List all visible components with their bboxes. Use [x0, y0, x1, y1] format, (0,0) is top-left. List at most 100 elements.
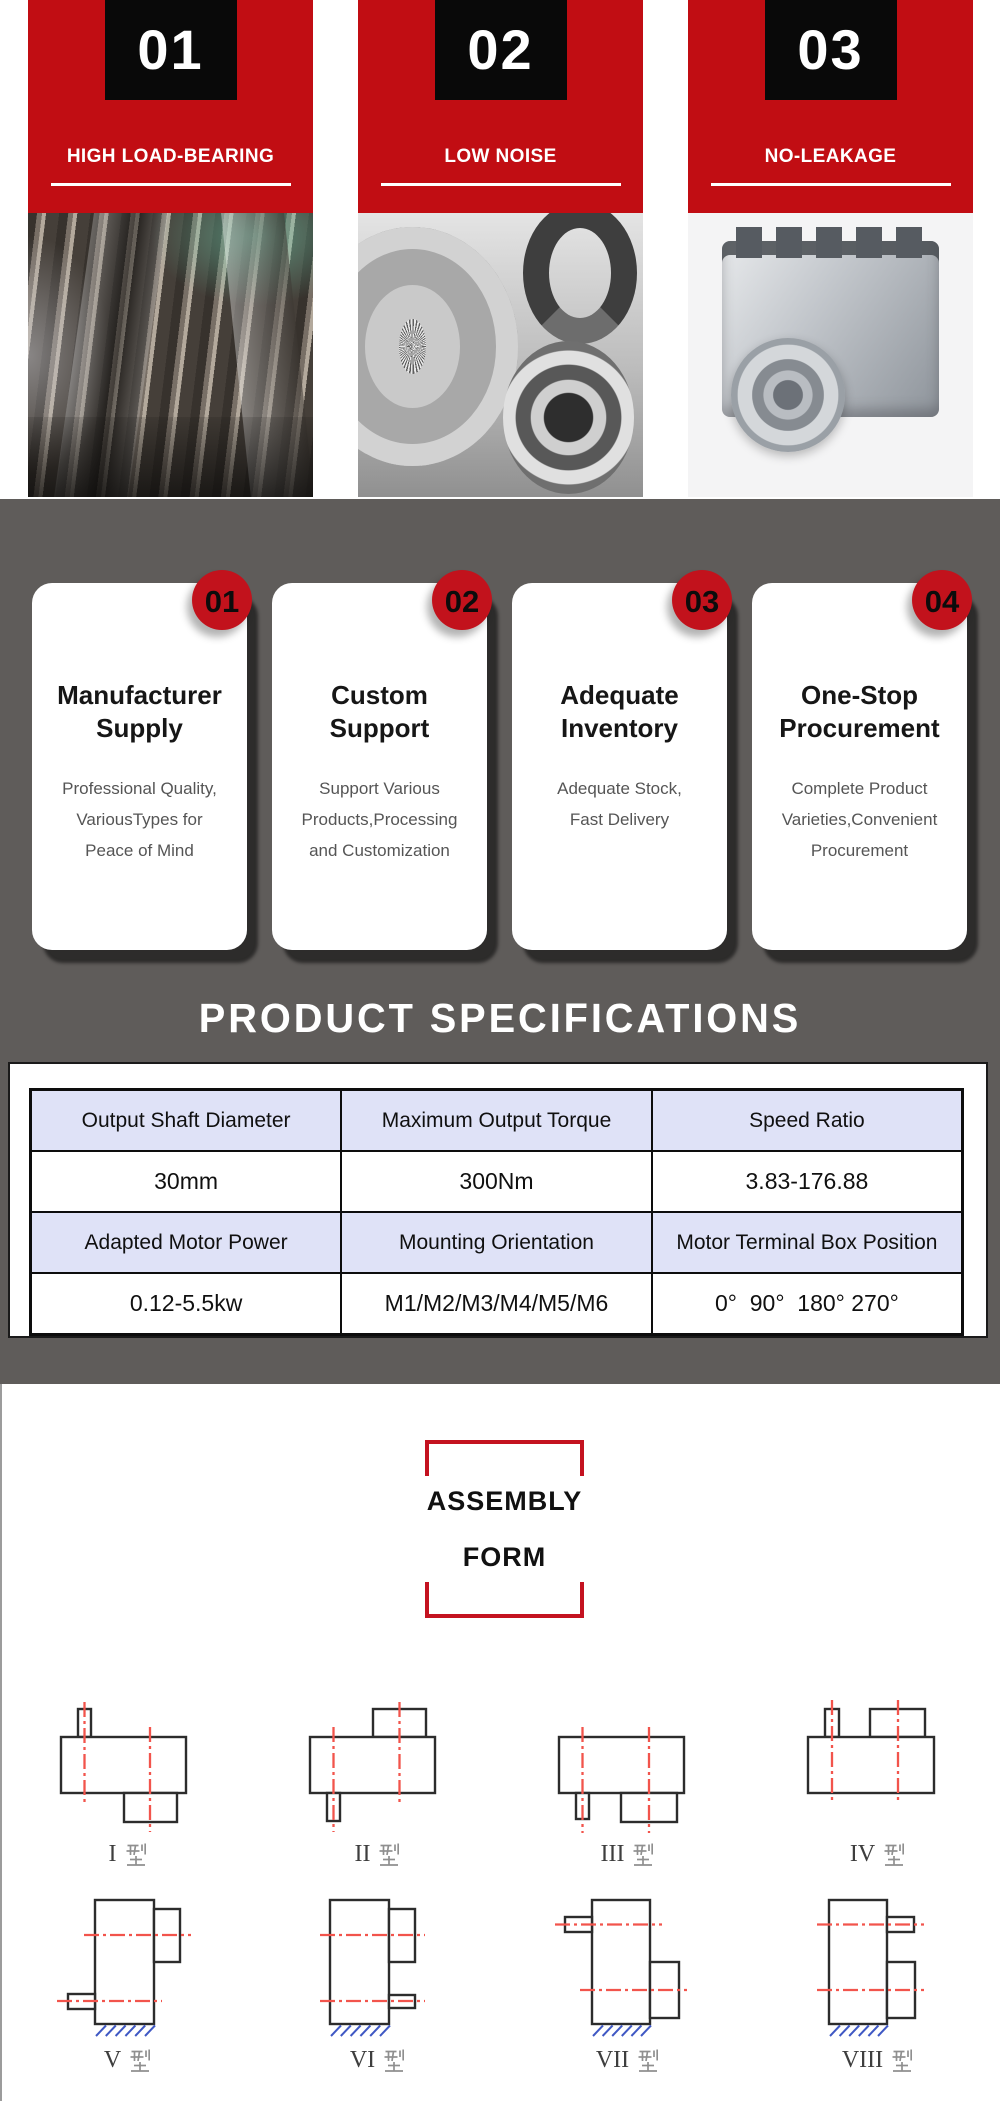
assembly-diagram-vi-drawing: [282, 1890, 472, 2040]
diagram-roman-numeral: VIII: [841, 2047, 884, 2073]
spec-header-cell: Speed Ratio: [650, 1088, 964, 1152]
diagram-roman-numeral: I: [108, 1841, 117, 1867]
kanji-xing-icon: [633, 1842, 654, 1867]
spec-header-cell: Mounting Orientation: [340, 1211, 653, 1274]
assembly-diagram-cell-iii: III: [532, 1684, 722, 1890]
assembly-diagram-cell-i: I: [32, 1684, 222, 1890]
card-body: Professional Quality, VariousTypes for Pea…: [32, 773, 247, 866]
spec-value-cell: 0° 90° 180° 270°: [650, 1272, 964, 1336]
spec-table-row: 30mm 300Nm 3.83-176.88: [29, 1150, 964, 1213]
kanji-xing-icon: [379, 1842, 400, 1867]
feature-column-01: 01 HIGH LOAD-BEARING: [28, 0, 313, 499]
card-title-line: One-Stop: [801, 680, 918, 710]
photo-detail-pb: [730, 337, 845, 452]
assembly-diagram-v-drawing: [32, 1890, 222, 2040]
assembly-diagram-cell-ii: II: [282, 1684, 472, 1890]
assembly-diagrams-grid: I II III IV V VI VII VIII: [2, 1684, 1000, 2101]
feature-underline: [710, 183, 951, 186]
card-title: Adequate Inventory: [512, 679, 727, 745]
spec-value-cell: 30mm: [29, 1150, 343, 1213]
feature-number-badge: 02: [434, 0, 567, 100]
spec-header-cell: Motor Terminal Box Position: [650, 1211, 964, 1274]
feature-underline: [380, 183, 621, 186]
product-photo-gearbox-unit: [688, 213, 973, 497]
card-body-line: Complete Product: [791, 779, 928, 798]
photo-detail-pc: [28, 417, 313, 497]
card-number: 02: [444, 584, 480, 619]
feature-number-badge: 03: [764, 0, 897, 100]
feature-label: NO-LEAKAGE: [764, 146, 897, 167]
card-body: Support Various Products,Processing and Cu…: [272, 773, 487, 866]
advantage-card-01: 01 Manufacturer Supply Professional Quality…: [32, 570, 252, 950]
assembly-title-line1: ASSEMBLY: [426, 1486, 583, 1516]
product-photo-gear-and-bearings: [358, 213, 643, 497]
diagram-roman-numeral: V: [103, 2047, 122, 2073]
card-number: 01: [204, 584, 240, 619]
diagram-caption: IV: [849, 1841, 905, 1868]
card-body-line: Peace of Mind: [85, 841, 194, 860]
spec-value-cell: M1/M2/M3/M4/M5/M6: [340, 1272, 653, 1336]
assembly-title-line2: FORM: [462, 1542, 547, 1572]
card-title-line: Support: [329, 713, 430, 743]
features-section: 01 HIGH LOAD-BEARING 02 LOW NOISE 03 NO-LEAKA…: [0, 0, 1000, 499]
feature-label: HIGH LOAD-BEARING: [66, 146, 275, 167]
kanji-xing-icon: [884, 1842, 905, 1867]
card-body-line: Procurement: [810, 841, 909, 860]
card-title-line: Adequate: [560, 680, 679, 710]
spec-table-row: Adapted Motor Power Mounting Orientation M…: [29, 1211, 964, 1274]
photo-detail-pb: [523, 213, 638, 344]
spec-header-cell: Maximum Output Torque: [340, 1088, 653, 1152]
feature-red-panel: 03 NO-LEAKAGE: [688, 0, 973, 213]
kanji-xing-icon: [384, 2048, 405, 2073]
photo-detail-pc: [503, 340, 635, 495]
spec-value-cell: 3.83-176.88: [650, 1150, 964, 1213]
assembly-diagram-cell-iv: IV: [782, 1684, 972, 1890]
photo-detail-pa: [358, 227, 518, 466]
advantage-card-04: 04 One-Stop Procurement Complete Product Var…: [752, 570, 972, 950]
diagram-roman-numeral: III: [600, 1841, 625, 1867]
assembly-title-text: ASSEMBLY FORM: [418, 1476, 591, 1582]
spec-table-row: 0.12-5.5kw M1/M2/M3/M4/M5/M6 0° 90° 180° 2…: [29, 1272, 964, 1336]
card-title: One-Stop Procurement: [752, 679, 967, 745]
card-body-line: Professional Quality,: [62, 779, 217, 798]
spec-table-row: Output Shaft Diameter Maximum Output Torq…: [29, 1088, 964, 1152]
feature-red-panel: 02 LOW NOISE: [358, 0, 643, 213]
feature-label: LOW NOISE: [444, 146, 557, 167]
diagram-caption: VIII: [841, 2047, 913, 2074]
advantages-section: 01 Manufacturer Supply Professional Quality…: [0, 499, 1000, 1384]
card-body-line: VariousTypes for: [76, 810, 203, 829]
kanji-xing-icon: [892, 2048, 913, 2073]
card-title: Manufacturer Supply: [32, 679, 247, 745]
card-title: Custom Support: [272, 679, 487, 745]
card-body: Complete Product Varieties,Convenient Proc…: [752, 773, 967, 866]
card-number-badge: 03: [672, 570, 732, 630]
specifications-title: PRODUCT SPECIFICATIONS: [198, 995, 802, 1041]
assembly-diagram-iii-drawing: [532, 1684, 722, 1834]
spec-header-cell: Output Shaft Diameter: [29, 1088, 343, 1152]
card-body-line: Varieties,Convenient: [781, 810, 938, 829]
advantage-card-03: 03 Adequate Inventory Adequate Stock, Fast D…: [512, 570, 732, 950]
assembly-diagram-cell-vi: VI: [282, 1890, 472, 2101]
product-photo-helical-gears-closeup: [28, 213, 313, 497]
assembly-diagram-cell-viii: VIII: [782, 1890, 972, 2101]
feature-underline: [50, 183, 291, 186]
specifications-panel: Output Shaft Diameter Maximum Output Torq…: [8, 1062, 988, 1338]
assembly-diagram-cell-v: V: [32, 1890, 222, 2101]
specifications-table: Output Shaft Diameter Maximum Output Torq…: [29, 1088, 964, 1336]
diagram-caption: III: [601, 1841, 654, 1868]
assembly-diagram-viii-drawing: [782, 1890, 972, 2040]
feature-number-badge: 01: [104, 0, 237, 100]
card-number-badge: 01: [192, 570, 252, 630]
diagram-roman-numeral: VI: [349, 2047, 376, 2073]
assembly-diagram-ii-drawing: [282, 1684, 472, 1834]
card-number: 04: [924, 584, 960, 619]
card-body: Adequate Stock, Fast Delivery: [512, 773, 727, 835]
card-number: 03: [684, 584, 720, 619]
diagram-caption: I: [109, 1841, 146, 1868]
assembly-title-box: ASSEMBLY FORM: [418, 1440, 591, 1618]
diagram-caption: V: [103, 2047, 151, 2074]
card-body-line: Support Various: [319, 779, 440, 798]
assembly-diagram-vii-drawing: [532, 1890, 722, 2040]
diagram-roman-numeral: IV: [849, 1841, 876, 1867]
card-title-line: Supply: [96, 713, 183, 743]
